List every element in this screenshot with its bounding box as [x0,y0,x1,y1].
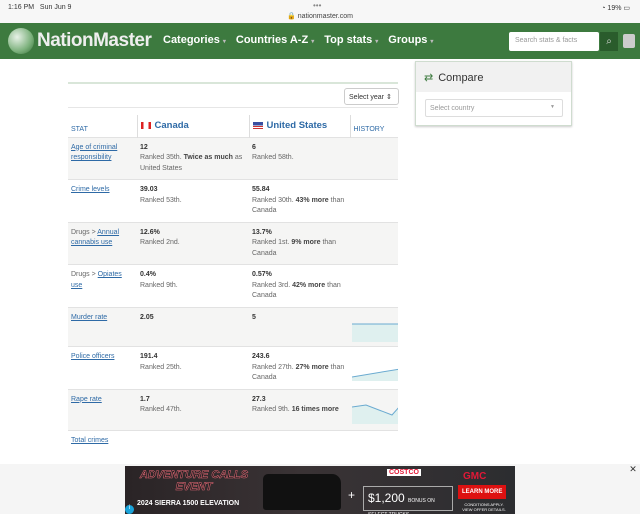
canada-value [137,429,249,460]
search-icon[interactable]: ⌕ [600,32,618,51]
divider [68,82,398,84]
ad-info-icon[interactable]: i [125,505,134,514]
stat-link[interactable]: Opiates use [71,271,122,289]
history-sparkline[interactable] [352,316,400,342]
history-cell [350,179,398,222]
site-header: NationMaster Categories ▾ Countries A-Z ▾ … [0,23,640,59]
learn-more-button[interactable]: LEARN MORE [458,485,507,499]
history-cell [350,306,400,347]
logo[interactable]: NationMaster [8,28,152,54]
us-value: 6 Ranked 58th. [249,136,350,180]
stat-link[interactable]: Rape rate [71,395,102,403]
table-row: Total crimes [68,429,398,460]
status-bar: 1:16 PM Sun Jun 9 ••• 🔒 nationmaster.com… [0,0,640,23]
us-value: 55.84 Ranked 30th. 43% more than Canada [249,179,350,222]
table-row: Police officers 191.4 Ranked 25th. 243.6 R… [68,346,401,389]
comparison-table: STAT Canada United States HISTORY Age of… [68,115,401,460]
table-row: Drugs > Annual cannabis use 12.6% Ranked … [68,221,398,265]
close-ad-icon[interactable]: ✕ [629,464,637,474]
compare-title: Compare [438,72,484,84]
stat-cell: Police officers [68,346,137,389]
chevron-down-icon: ▼ [550,104,555,110]
stat-link[interactable]: Murder rate [71,313,108,321]
ad-banner[interactable]: ADVENTURE CALLS EVENT 2024 SIERRA 1500 E… [125,466,515,514]
stat-cell: Drugs > Opiates use [68,264,137,307]
table-row: Drugs > Opiates use 0.4% Ranked 9th. 0.57… [68,264,398,307]
url-bar[interactable]: 🔒 nationmaster.com [287,13,353,20]
canada-value: 1.7 Ranked 47th. [137,388,249,430]
us-value: 13.7% Ranked 1st. 9% more than Canada [249,221,350,265]
table-row: Rape rate 1.7 Ranked 47th. 27.3 Ranked 9th… [68,388,401,430]
truck-image [263,474,341,510]
print-icon[interactable] [623,34,635,48]
canada-value: 0.4% Ranked 9th. [137,264,249,307]
globe-icon [8,28,34,54]
nav-groups[interactable]: Groups ▾ [388,34,434,46]
stat-cell: Drugs > Annual cannabis use [68,221,137,265]
canada-value: 191.4 Ranked 25th. [137,346,249,389]
main-nav: Categories ▾ Countries A-Z ▾ Top stats ▾ Gr… [163,34,433,46]
country-select[interactable]: Select country ▼ [425,99,563,117]
nav-countries[interactable]: Countries A-Z ▾ [235,34,315,46]
table-row: Crime levels 39.03 Ranked 53th. 55.84 Rank… [68,179,398,222]
col-canada[interactable]: Canada [137,115,250,137]
us-value: 243.6 Ranked 27th. 27% more than Canada [249,346,350,389]
stat-link[interactable]: Annual cannabis use [71,228,120,247]
canada-value: 12.6% Ranked 2nd. [137,221,249,265]
col-history: HISTORY [353,125,385,133]
history-cell [350,388,401,430]
battery-indicator: ◔ 19% ▭ [601,5,630,12]
history-sparkline[interactable] [351,398,401,424]
history-cell [350,429,398,460]
history-sparkline[interactable] [351,355,401,381]
history-cell [350,136,398,180]
canada-flag-icon [140,122,151,130]
us-value: 5 [249,306,350,347]
history-cell [350,264,398,307]
us-value: 0.57% Ranked 3rd. 42% more than Canada [249,264,350,307]
divider [68,107,398,108]
year-select[interactable]: Select year ⇕ [344,88,399,105]
nav-top-stats[interactable]: Top stats ▾ [324,34,379,46]
more-dots-icon[interactable]: ••• [313,1,322,10]
nav-categories[interactable]: Categories ▾ [163,34,226,46]
col-stat: STAT [68,115,138,137]
compare-panel: ⇄ Compare Select country ▼ [415,61,572,126]
stat-cell: Rape rate [68,388,137,430]
stat-cell: Age of criminal responsibility [68,136,137,180]
table-row: Murder rate 2.05 5 [68,306,400,347]
us-flag-icon [252,122,263,130]
stat-link[interactable]: Crime levels [71,186,110,193]
stat-cell: Total crimes [68,429,137,460]
history-cell [350,346,401,389]
stat-link[interactable]: Police officers [71,353,115,360]
table-row: Age of criminal responsibility 12 Ranked … [68,136,398,180]
canada-value: 39.03 Ranked 53th. [137,179,249,222]
canada-value: 12 Ranked 35th. Twice as much as United S… [137,136,249,180]
stat-link[interactable]: Age of criminal responsibility [71,143,118,162]
stat-link[interactable]: Total crimes [71,436,109,444]
col-united-states[interactable]: United States [249,115,351,137]
swap-icon: ⇄ [424,72,434,84]
search-input[interactable]: Search stats & facts [509,32,599,51]
stat-cell: Crime levels [68,179,137,222]
us-value [249,429,350,460]
stat-cell: Murder rate [68,306,137,347]
history-cell [350,221,398,265]
status-time: 1:16 PM Sun Jun 9 [8,4,72,11]
us-value: 27.3 Ranked 9th. 16 times more [249,388,350,430]
canada-value: 2.05 [137,306,249,347]
